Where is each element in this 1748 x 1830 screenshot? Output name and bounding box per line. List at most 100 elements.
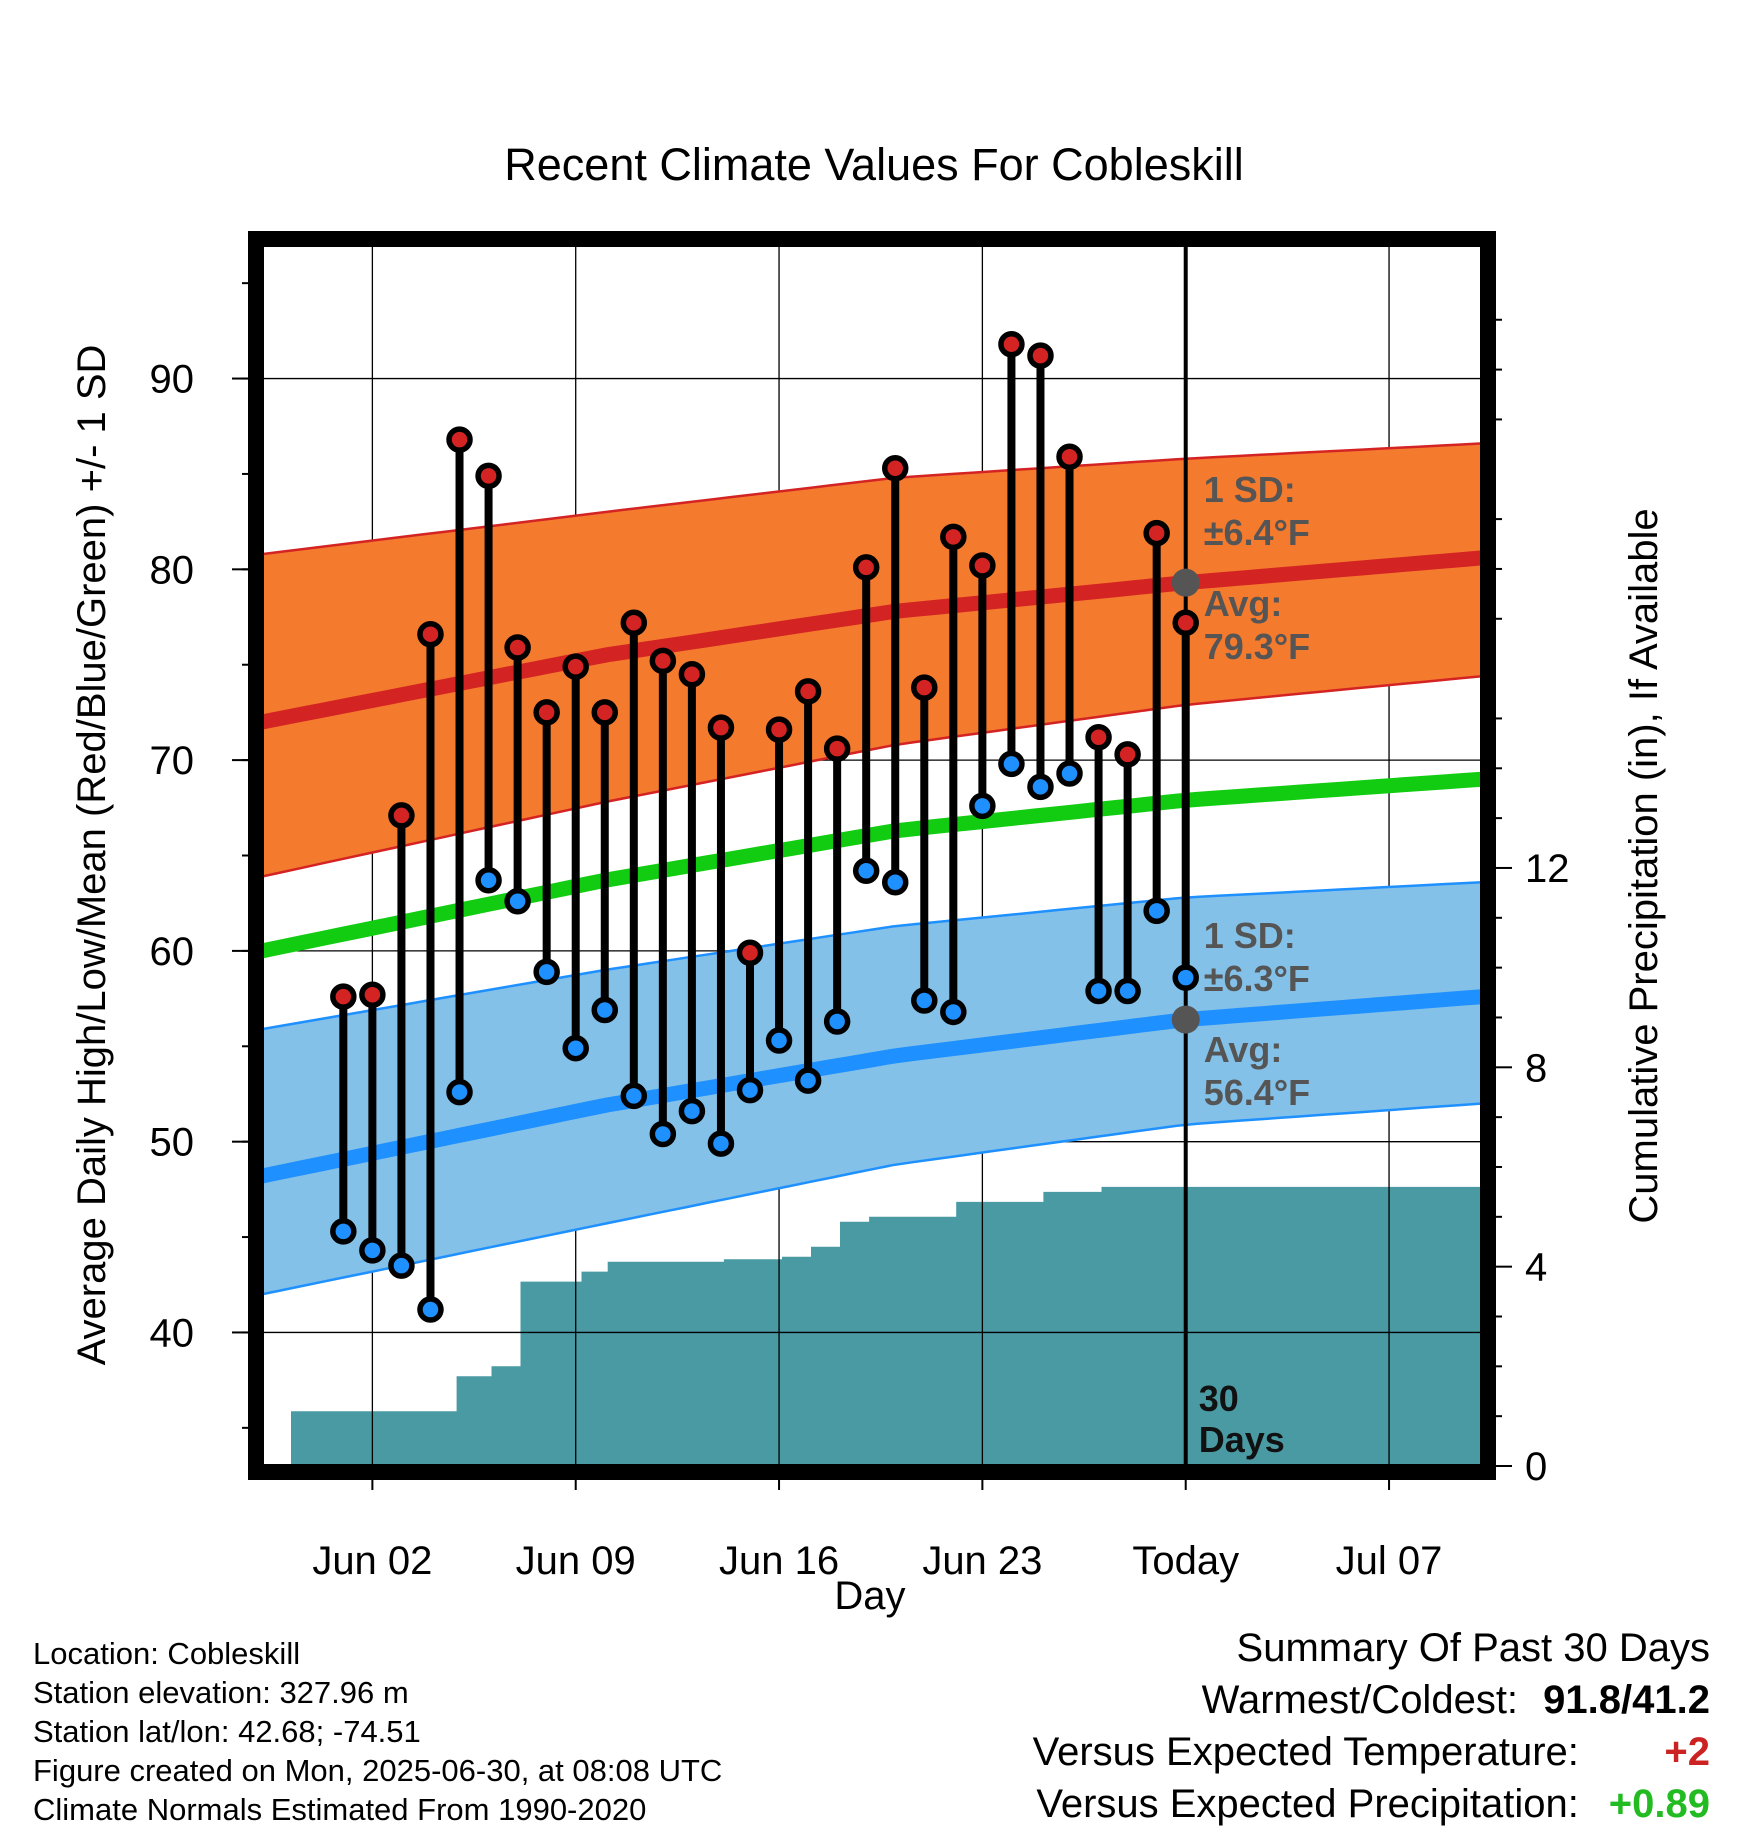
daily-low-point [736,1076,764,1104]
y-axis-label-right: Cumulative Precipitation (in), If Availa… [1622,508,1666,1223]
warmest-coldest-value: 91.8/41.2 [1543,1678,1710,1722]
temperature-value: +2 [1664,1730,1710,1774]
daily-high-point [1027,342,1054,369]
daily-low-point [881,868,909,896]
y-tick-label-right: 12 [1525,847,1570,891]
daily-low-point [620,1082,648,1110]
chart-title: Recent Climate Values For Cobleskill [504,139,1243,190]
normal-high-band [262,443,1482,877]
x-tick-label: Jul 07 [1336,1539,1443,1583]
daily-low-point [911,987,938,1014]
high-sd-value: ±6.4°F [1204,512,1310,553]
temperature-label: Versus Expected Temperature: [1032,1730,1579,1774]
high-avg-value: 79.3°F [1204,626,1310,667]
summary-temperature: Versus Expected Temperature: +2 [1033,1726,1710,1778]
daily-high-point [678,661,706,688]
daily-high-point [881,454,909,482]
daily-high-point [707,714,735,741]
daily-high-point [591,699,619,726]
daily-high-point [736,939,764,967]
normal-high-band-upper-edge [262,442,1482,556]
daily-low-point [765,1027,793,1054]
daily-low-point [1056,760,1083,787]
daily-low-point [1114,977,1141,1005]
daily-high-point [533,699,560,726]
x-tick-label: Jun 09 [516,1539,636,1583]
daily-high-point [1143,519,1170,547]
daily-low-point [940,998,967,1026]
daily-low-point [446,1078,473,1106]
daily-high-point [1056,443,1083,471]
y-tick-label-left: 60 [150,930,195,974]
daily-low-point [330,1218,357,1245]
daily-low-point [1172,964,1199,991]
x-tick-label: Jun 23 [922,1539,1042,1583]
daily-high-point [765,716,793,743]
y-tick-label-right: 8 [1525,1046,1547,1090]
daily-high-point [562,653,589,680]
y-tick-label-left: 40 [150,1311,195,1355]
normal-mean-line [262,771,1482,959]
climate-normals-note: Climate Normals Estimated From 1990-2020 [33,1792,647,1827]
daily-high-point [852,554,880,581]
normal-low-band-upper-edge [262,880,1482,1031]
daily-high-point [911,674,938,701]
daily-high-point [620,609,648,636]
station-info: Location: Cobleskill Station elevation: … [33,1634,722,1829]
low-sd-value: ±6.3°F [1204,958,1310,999]
daily-low-point [678,1097,706,1125]
y-tick-label-right: 4 [1525,1246,1547,1290]
normal-low-mean-line [262,989,1482,1184]
precipitation-area [262,1186,1482,1466]
daily-high-point [823,735,851,762]
daily-low-point [823,1008,851,1035]
y-tick-label-left: 70 [150,739,195,783]
today-high-avg-marker [1171,568,1200,597]
normal-high-mean-line [262,550,1482,730]
daily-high-point [969,552,996,579]
daily-high-point [359,981,386,1009]
precipitation-value: +0.89 [1608,1782,1710,1826]
daily-high-point [649,647,677,675]
today-low-avg-marker [1171,1005,1200,1034]
daily-low-point [852,857,880,885]
climate-chart: Recent Climate Values For Cobleskill 1 S… [70,139,1666,1618]
plot-frame [248,231,1496,1480]
daily-high-point [504,634,531,661]
daily-low-point [1027,773,1054,801]
daily-low-point [649,1120,677,1148]
summary-panel: Summary Of Past 30 Days Warmest/Coldest:… [1033,1622,1710,1830]
y-tick-label-left: 90 [150,358,195,402]
daily-high-point [1172,609,1199,636]
summary-precipitation: Versus Expected Precipitation: +0.89 [1033,1778,1710,1830]
days-label-number: 30 [1199,1378,1239,1419]
station-latlon: Station lat/lon: 42.68; -74.51 [33,1714,421,1749]
y-axis-label-left: Average Daily High/Low/Mean (Red/Blue/Gr… [70,345,114,1366]
daily-high-point [1085,723,1112,751]
summary-title: Summary Of Past 30 Days [1236,1626,1710,1670]
low-sd-label: 1 SD: [1204,915,1296,956]
daily-low-point [998,750,1025,778]
normal-low-band-lower-edge [262,1102,1482,1296]
daily-high-point [330,983,357,1010]
daily-high-point [1114,741,1141,768]
x-tick-label: Jun 16 [719,1539,839,1583]
y-tick-label-right: 0 [1525,1445,1547,1489]
precipitation-label: Versus Expected Precipitation: [1036,1782,1579,1826]
daily-low-point [1085,977,1112,1005]
high-sd-label: 1 SD: [1204,469,1296,510]
daily-low-point [794,1067,822,1094]
low-avg-label: Avg: [1204,1029,1283,1070]
y-tick-label-left: 50 [150,1121,195,1165]
daily-high-point [998,330,1025,358]
daily-low-point [475,867,502,894]
daily-low-point [562,1034,589,1062]
y-tick-label-left: 80 [150,548,195,592]
normal-high-band-lower-edge [262,674,1482,878]
x-tick-label: Jun 02 [312,1539,432,1583]
warmest-coldest-label: Warmest/Coldest: [1201,1678,1519,1722]
x-axis-label: Day [834,1574,905,1618]
daily-high-point [794,678,822,705]
days-label-text: Days [1199,1419,1285,1460]
daily-high-point [475,462,502,490]
